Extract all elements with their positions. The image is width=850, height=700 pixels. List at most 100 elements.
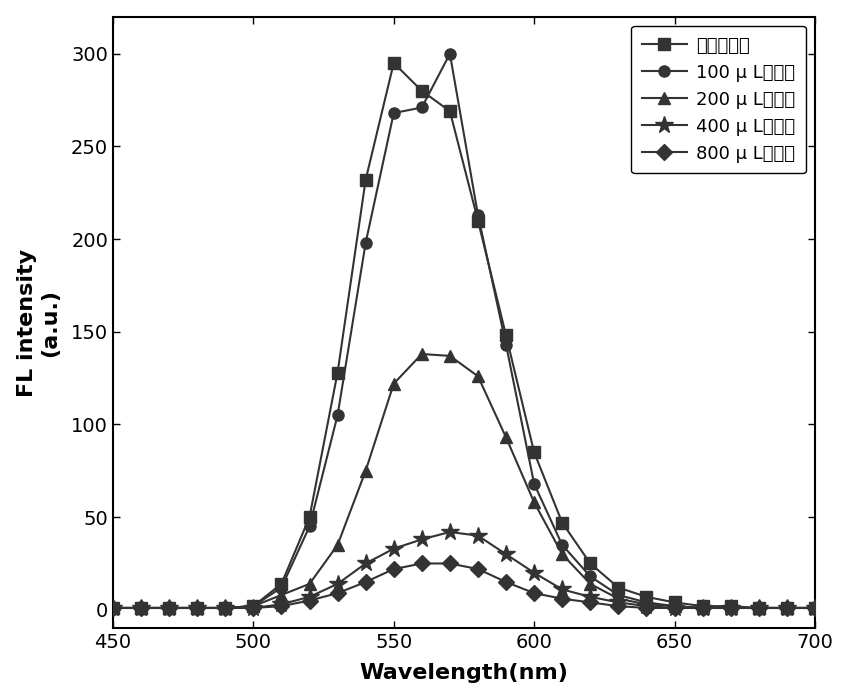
800 μ L绻原酸	[473, 565, 483, 573]
800 μ L绻原酸	[726, 604, 736, 612]
200 μ L绻原酸	[810, 604, 820, 612]
400 μ L绻原酸	[529, 568, 539, 577]
200 μ L绻原酸	[220, 604, 230, 612]
400 μ L绻原酸	[388, 545, 399, 553]
200 μ L绻原酸	[585, 580, 595, 588]
200 μ L绻原酸	[164, 604, 174, 612]
400 μ L绻原酸	[136, 604, 146, 612]
不加绿原酸	[473, 216, 483, 225]
800 μ L绻原酸	[332, 589, 343, 597]
800 μ L绻原酸	[557, 594, 567, 603]
100 μ L绻原酸	[754, 604, 764, 612]
不加绿原酸	[613, 583, 623, 592]
Line: 100 μ L绻原酸: 100 μ L绻原酸	[107, 48, 820, 613]
200 μ L绻原酸	[332, 540, 343, 549]
Y-axis label: FL intensity
(a.u.): FL intensity (a.u.)	[17, 248, 60, 397]
400 μ L绻原酸	[276, 600, 286, 608]
200 μ L绻原酸	[445, 351, 455, 360]
100 μ L绻原酸	[473, 211, 483, 219]
不加绿原酸	[108, 604, 118, 612]
100 μ L绻原酸	[529, 480, 539, 488]
100 μ L绻原酸	[220, 604, 230, 612]
200 μ L绻原酸	[726, 604, 736, 612]
200 μ L绻原酸	[754, 604, 764, 612]
Legend: 不加绿原酸, 100 μ L绻原酸, 200 μ L绻原酸, 400 μ L绻原酸, 800 μ L绻原酸: 不加绿原酸, 100 μ L绻原酸, 200 μ L绻原酸, 400 μ L绻原…	[631, 26, 806, 174]
200 μ L绻原酸	[670, 602, 680, 610]
800 μ L绻原酸	[754, 604, 764, 612]
Line: 200 μ L绻原酸: 200 μ L绻原酸	[107, 349, 820, 613]
100 μ L绻原酸	[557, 540, 567, 549]
800 μ L绻原酸	[360, 578, 371, 586]
不加绿原酸	[304, 513, 314, 522]
800 μ L绻原酸	[388, 565, 399, 573]
800 μ L绻原酸	[782, 604, 792, 612]
不加绿原酸	[754, 604, 764, 612]
不加绿原酸	[164, 604, 174, 612]
400 μ L绻原酸	[698, 604, 708, 612]
400 μ L绻原酸	[642, 602, 652, 610]
不加绿原酸	[670, 598, 680, 607]
400 μ L绻原酸	[220, 604, 230, 612]
不加绿原酸	[248, 602, 258, 610]
100 μ L绻原酸	[613, 591, 623, 599]
Line: 800 μ L绻原酸: 800 μ L绻原酸	[107, 558, 820, 613]
800 μ L绻原酸	[585, 598, 595, 607]
不加绿原酸	[501, 331, 511, 340]
800 μ L绻原酸	[529, 589, 539, 597]
200 μ L绻原酸	[782, 604, 792, 612]
不加绿原酸	[698, 602, 708, 610]
100 μ L绻原酸	[304, 522, 314, 531]
800 μ L绻原酸	[108, 604, 118, 612]
Line: 不加绿原酸: 不加绿原酸	[107, 57, 820, 613]
100 μ L绻原酸	[416, 104, 427, 112]
不加绿原酸	[276, 580, 286, 588]
不加绿原酸	[220, 604, 230, 612]
200 μ L绻原酸	[276, 591, 286, 599]
200 μ L绻原酸	[501, 433, 511, 442]
不加绿原酸	[416, 87, 427, 95]
不加绿原酸	[529, 448, 539, 456]
400 μ L绻原酸	[108, 604, 118, 612]
800 μ L绻原酸	[220, 604, 230, 612]
400 μ L绻原酸	[501, 550, 511, 559]
400 μ L绻原酸	[473, 531, 483, 540]
800 μ L绻原酸	[164, 604, 174, 612]
400 μ L绻原酸	[192, 604, 202, 612]
X-axis label: Wavelength(nm): Wavelength(nm)	[360, 664, 569, 683]
400 μ L绻原酸	[164, 604, 174, 612]
Line: 400 μ L绻原酸: 400 μ L绻原酸	[104, 523, 824, 617]
400 μ L绻原酸	[726, 604, 736, 612]
800 μ L绻原酸	[670, 604, 680, 612]
800 μ L绻原酸	[136, 604, 146, 612]
100 μ L绻原酸	[698, 604, 708, 612]
不加绿原酸	[388, 59, 399, 67]
100 μ L绻原酸	[388, 109, 399, 118]
不加绿原酸	[585, 559, 595, 568]
200 μ L绻原酸	[529, 498, 539, 507]
400 μ L绻原酸	[613, 598, 623, 607]
200 μ L绻原酸	[642, 600, 652, 608]
800 μ L绻原酸	[642, 604, 652, 612]
800 μ L绻原酸	[248, 604, 258, 612]
100 μ L绻原酸	[164, 604, 174, 612]
200 μ L绻原酸	[304, 580, 314, 588]
200 μ L绻原酸	[108, 604, 118, 612]
200 μ L绻原酸	[613, 594, 623, 603]
400 μ L绻原酸	[248, 604, 258, 612]
400 μ L绻原酸	[810, 604, 820, 612]
100 μ L绻原酸	[642, 598, 652, 607]
200 μ L绻原酸	[192, 604, 202, 612]
400 μ L绻原酸	[670, 604, 680, 612]
400 μ L绻原酸	[782, 604, 792, 612]
800 μ L绻原酸	[613, 602, 623, 610]
不加绿原酸	[136, 604, 146, 612]
400 μ L绻原酸	[754, 604, 764, 612]
不加绿原酸	[360, 176, 371, 184]
不加绿原酸	[557, 519, 567, 527]
100 μ L绻原酸	[445, 50, 455, 58]
100 μ L绻原酸	[360, 239, 371, 247]
200 μ L绻原酸	[136, 604, 146, 612]
800 μ L绻原酸	[416, 559, 427, 568]
100 μ L绻原酸	[726, 604, 736, 612]
100 μ L绻原酸	[670, 602, 680, 610]
